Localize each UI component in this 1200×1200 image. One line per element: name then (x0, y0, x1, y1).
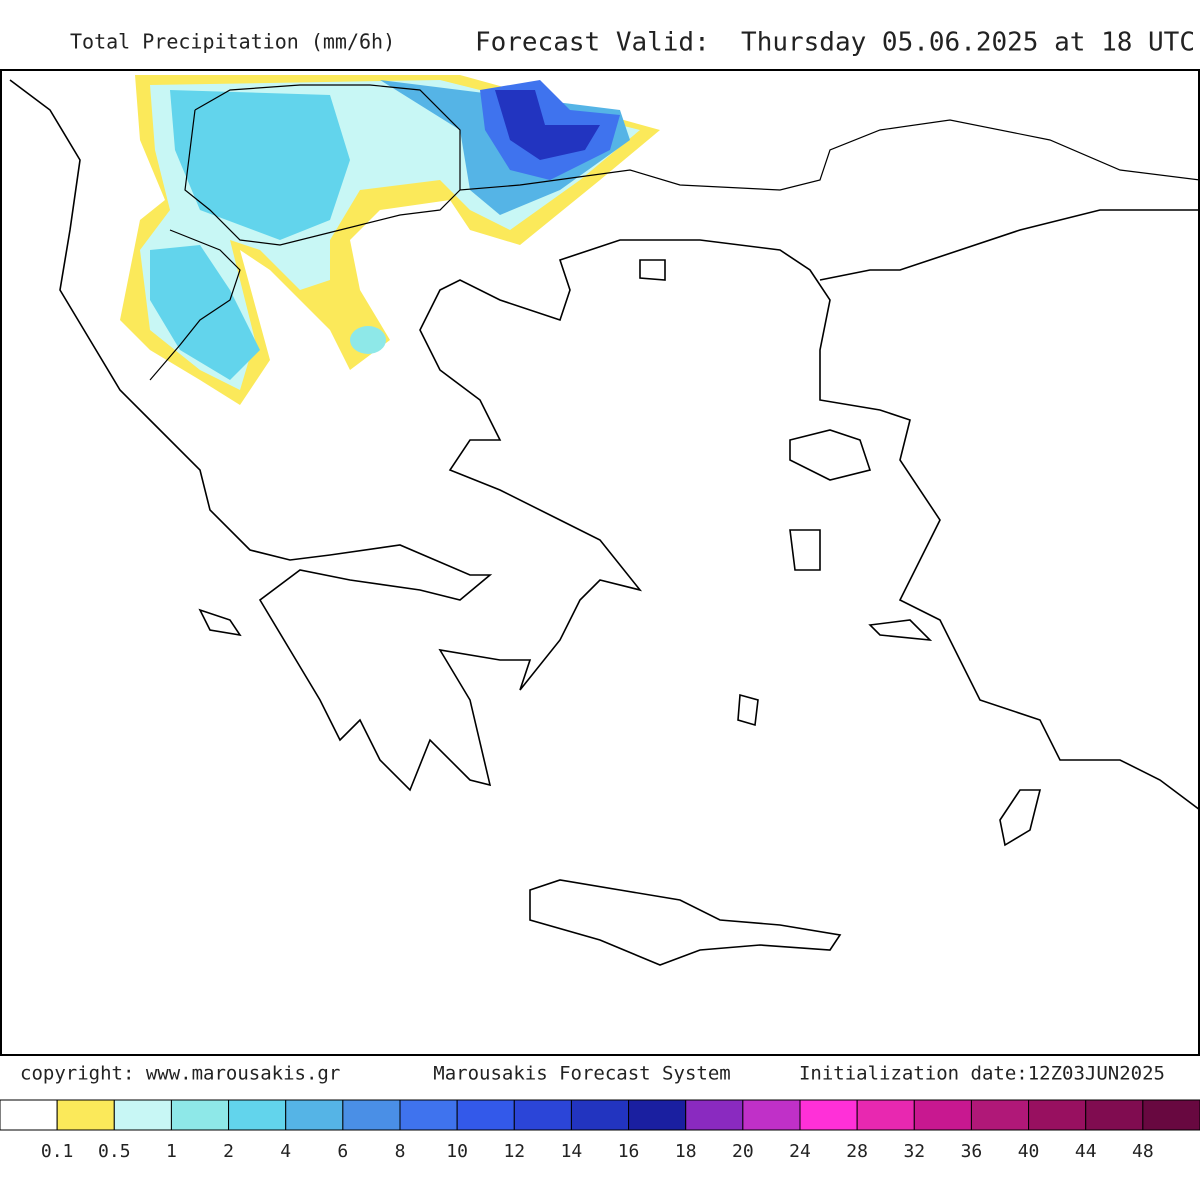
legend-swatch (456, 1099, 515, 1131)
legend-swatch (113, 1099, 172, 1131)
legend-swatch (399, 1099, 458, 1131)
legend-label: 12 (503, 1141, 525, 1162)
legend-label: 1 (166, 1141, 177, 1162)
legend-swatch (342, 1099, 401, 1131)
legend-label: 18 (675, 1141, 697, 1162)
legend-swatch (913, 1099, 972, 1131)
legend-label: 4 (280, 1141, 291, 1162)
legend-swatch (228, 1099, 287, 1131)
legend-label: 2 (223, 1141, 234, 1162)
legend-swatch (0, 1099, 58, 1131)
precipitation (120, 75, 660, 405)
legend-swatch (856, 1099, 915, 1131)
legend-label: 44 (1075, 1141, 1097, 1162)
legend-swatch (1085, 1099, 1144, 1131)
legend-label: 24 (789, 1141, 811, 1162)
legend-label: 40 (1018, 1141, 1040, 1162)
legend-swatch (285, 1099, 344, 1131)
map (0, 69, 1200, 1056)
legend-label: 8 (395, 1141, 406, 1162)
legend-label: 28 (846, 1141, 868, 1162)
legend-swatch (685, 1099, 744, 1131)
legend-label: 32 (903, 1141, 925, 1162)
coastlines (9, 79, 1199, 966)
legend-swatch (799, 1099, 858, 1131)
legend-label: 10 (446, 1141, 468, 1162)
legend-swatch (1142, 1099, 1200, 1131)
legend-swatch (970, 1099, 1030, 1131)
legend: 0.1 0.5 1 2 4 6 8 10 12 14 16 18 20 24 28 32 36 40 44 48 (0, 1099, 1200, 1162)
legend-label: 20 (732, 1141, 754, 1162)
legend-label: 0.1 (41, 1141, 74, 1162)
legend-swatch (170, 1099, 230, 1131)
legend-swatch (628, 1099, 687, 1131)
legend-swatch (56, 1099, 115, 1131)
legend-label: 36 (961, 1141, 983, 1162)
legend-label: 14 (561, 1141, 583, 1162)
legend-label: 16 (618, 1141, 640, 1162)
forecast-system: Marousakis Forecast System (433, 1063, 730, 1085)
legend-swatch (1028, 1099, 1087, 1131)
copyright: copyright: www.marousakis.gr (20, 1063, 340, 1085)
forecast-valid: Forecast Valid: Thursday 05.06.2025 at 1… (475, 28, 1195, 58)
map-title: Total Precipitation (mm/6h) (70, 30, 395, 54)
legend-swatch (570, 1099, 630, 1131)
legend-label: 6 (337, 1141, 348, 1162)
init-date: Initialization date:12Z03JUN2025 (799, 1063, 1165, 1085)
legend-label: 48 (1132, 1141, 1154, 1162)
legend-swatch (513, 1099, 572, 1131)
legend-label: 0.5 (98, 1141, 131, 1162)
legend-swatch (742, 1099, 801, 1131)
map-frame (0, 69, 1200, 1056)
